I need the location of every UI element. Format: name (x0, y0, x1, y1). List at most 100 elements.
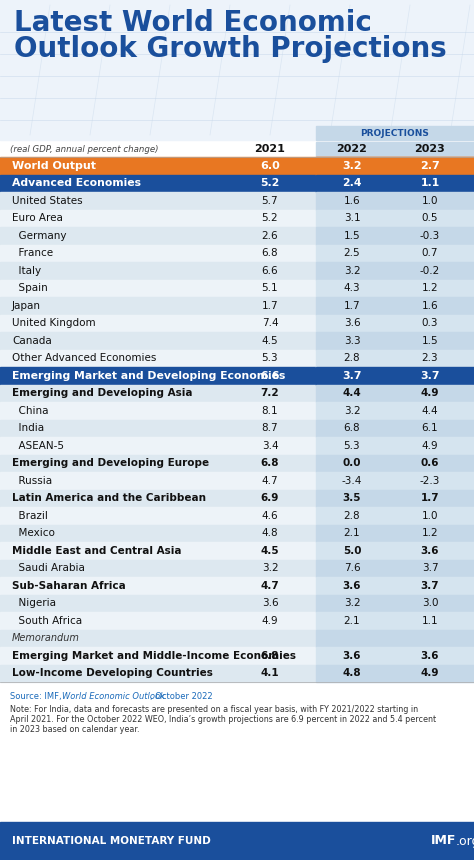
Text: Brazil: Brazil (12, 511, 48, 521)
Text: 3.3: 3.3 (344, 335, 360, 346)
Text: Low-Income Developing Countries: Low-Income Developing Countries (12, 668, 213, 679)
Bar (316, 507, 474, 525)
Text: 1.5: 1.5 (422, 335, 438, 346)
Bar (316, 542, 474, 560)
Bar (316, 210, 474, 227)
Bar (316, 454, 474, 472)
Text: 1.1: 1.1 (420, 178, 439, 188)
Text: 3.5: 3.5 (343, 494, 361, 503)
Text: 1.1: 1.1 (422, 616, 438, 626)
Text: -3.4: -3.4 (342, 476, 362, 486)
Text: -0.2: -0.2 (420, 266, 440, 276)
Text: Nigeria: Nigeria (12, 599, 56, 608)
Bar (316, 577, 474, 594)
Bar (0, 525, 474, 542)
Text: 0.5: 0.5 (422, 213, 438, 224)
Text: Canada: Canada (12, 335, 52, 346)
Text: April 2021. For the October 2022 WEO, India’s growth projections are 6.9 percent: April 2021. For the October 2022 WEO, In… (10, 715, 436, 724)
Text: 0.0: 0.0 (343, 458, 361, 468)
Bar (316, 420, 474, 437)
Text: 4.9: 4.9 (421, 668, 439, 679)
Bar (0, 612, 474, 630)
Text: 4.6: 4.6 (262, 511, 278, 521)
Bar (316, 332, 474, 349)
Text: 2023: 2023 (415, 144, 446, 154)
Text: 6.8: 6.8 (261, 458, 279, 468)
Text: 4.9: 4.9 (262, 616, 278, 626)
Text: 6.0: 6.0 (260, 161, 280, 171)
Text: 6.8: 6.8 (344, 423, 360, 433)
Text: 2.1: 2.1 (344, 528, 360, 538)
Bar (316, 315, 474, 332)
Text: 3.2: 3.2 (344, 406, 360, 415)
Text: Memorandum: Memorandum (12, 633, 80, 643)
Text: 7.2: 7.2 (261, 388, 279, 398)
Text: 4.1: 4.1 (261, 668, 279, 679)
Bar (316, 560, 474, 577)
Text: 5.2: 5.2 (260, 178, 280, 188)
Text: Italy: Italy (12, 266, 41, 276)
Text: 4.4: 4.4 (422, 406, 438, 415)
Text: Emerging and Developing Europe: Emerging and Developing Europe (12, 458, 209, 468)
Text: IMF: IMF (430, 834, 456, 847)
Text: Emerging Market and Developing Economies: Emerging Market and Developing Economies (12, 371, 285, 381)
Text: 5.2: 5.2 (262, 213, 278, 224)
Bar (0, 244, 474, 262)
Bar (0, 489, 474, 507)
Text: 1.6: 1.6 (344, 196, 360, 206)
Bar (0, 315, 474, 332)
Text: 3.0: 3.0 (422, 599, 438, 608)
Bar (316, 630, 474, 647)
Text: 7.6: 7.6 (344, 563, 360, 574)
Text: 8.1: 8.1 (262, 406, 278, 415)
Bar (316, 472, 474, 489)
Text: Middle East and Central Asia: Middle East and Central Asia (12, 546, 182, 556)
Bar (316, 437, 474, 454)
Bar (0, 437, 474, 454)
Bar (316, 126, 474, 140)
Bar (316, 525, 474, 542)
Text: Other Advanced Economies: Other Advanced Economies (12, 353, 156, 363)
Text: 4.7: 4.7 (261, 580, 279, 591)
Bar (316, 612, 474, 630)
Bar (316, 665, 474, 682)
Text: India: India (12, 423, 44, 433)
Text: 1.2: 1.2 (422, 283, 438, 293)
Text: 1.2: 1.2 (422, 528, 438, 538)
Bar (0, 349, 474, 367)
Text: 1.7: 1.7 (421, 494, 439, 503)
Text: 3.6: 3.6 (262, 599, 278, 608)
Text: Mexico: Mexico (12, 528, 55, 538)
Bar (0, 560, 474, 577)
Text: 3.2: 3.2 (262, 563, 278, 574)
Bar (316, 384, 474, 402)
Text: 3.6: 3.6 (421, 546, 439, 556)
Bar (316, 192, 474, 210)
Bar (0, 384, 474, 402)
Bar (0, 594, 474, 612)
Bar (316, 647, 474, 665)
Text: 1.7: 1.7 (344, 301, 360, 310)
Bar (0, 454, 474, 472)
Text: 6.6: 6.6 (262, 266, 278, 276)
Text: France: France (12, 249, 53, 258)
Bar (0, 332, 474, 349)
Text: United Kingdom: United Kingdom (12, 318, 96, 329)
Text: 5.7: 5.7 (262, 196, 278, 206)
Bar (0, 577, 474, 594)
Bar (0, 210, 474, 227)
Text: 3.2: 3.2 (344, 599, 360, 608)
Text: 6.9: 6.9 (261, 494, 279, 503)
Text: 4.4: 4.4 (343, 388, 361, 398)
Text: 1.5: 1.5 (344, 230, 360, 241)
Bar (316, 489, 474, 507)
Bar (316, 227, 474, 244)
Text: 4.5: 4.5 (262, 335, 278, 346)
Text: 0.6: 0.6 (421, 458, 439, 468)
Text: 4.9: 4.9 (421, 388, 439, 398)
Text: Emerging and Developing Asia: Emerging and Developing Asia (12, 388, 192, 398)
Bar (0, 665, 474, 682)
Text: United States: United States (12, 196, 82, 206)
Text: 4.8: 4.8 (343, 668, 361, 679)
Text: 5.3: 5.3 (344, 440, 360, 451)
